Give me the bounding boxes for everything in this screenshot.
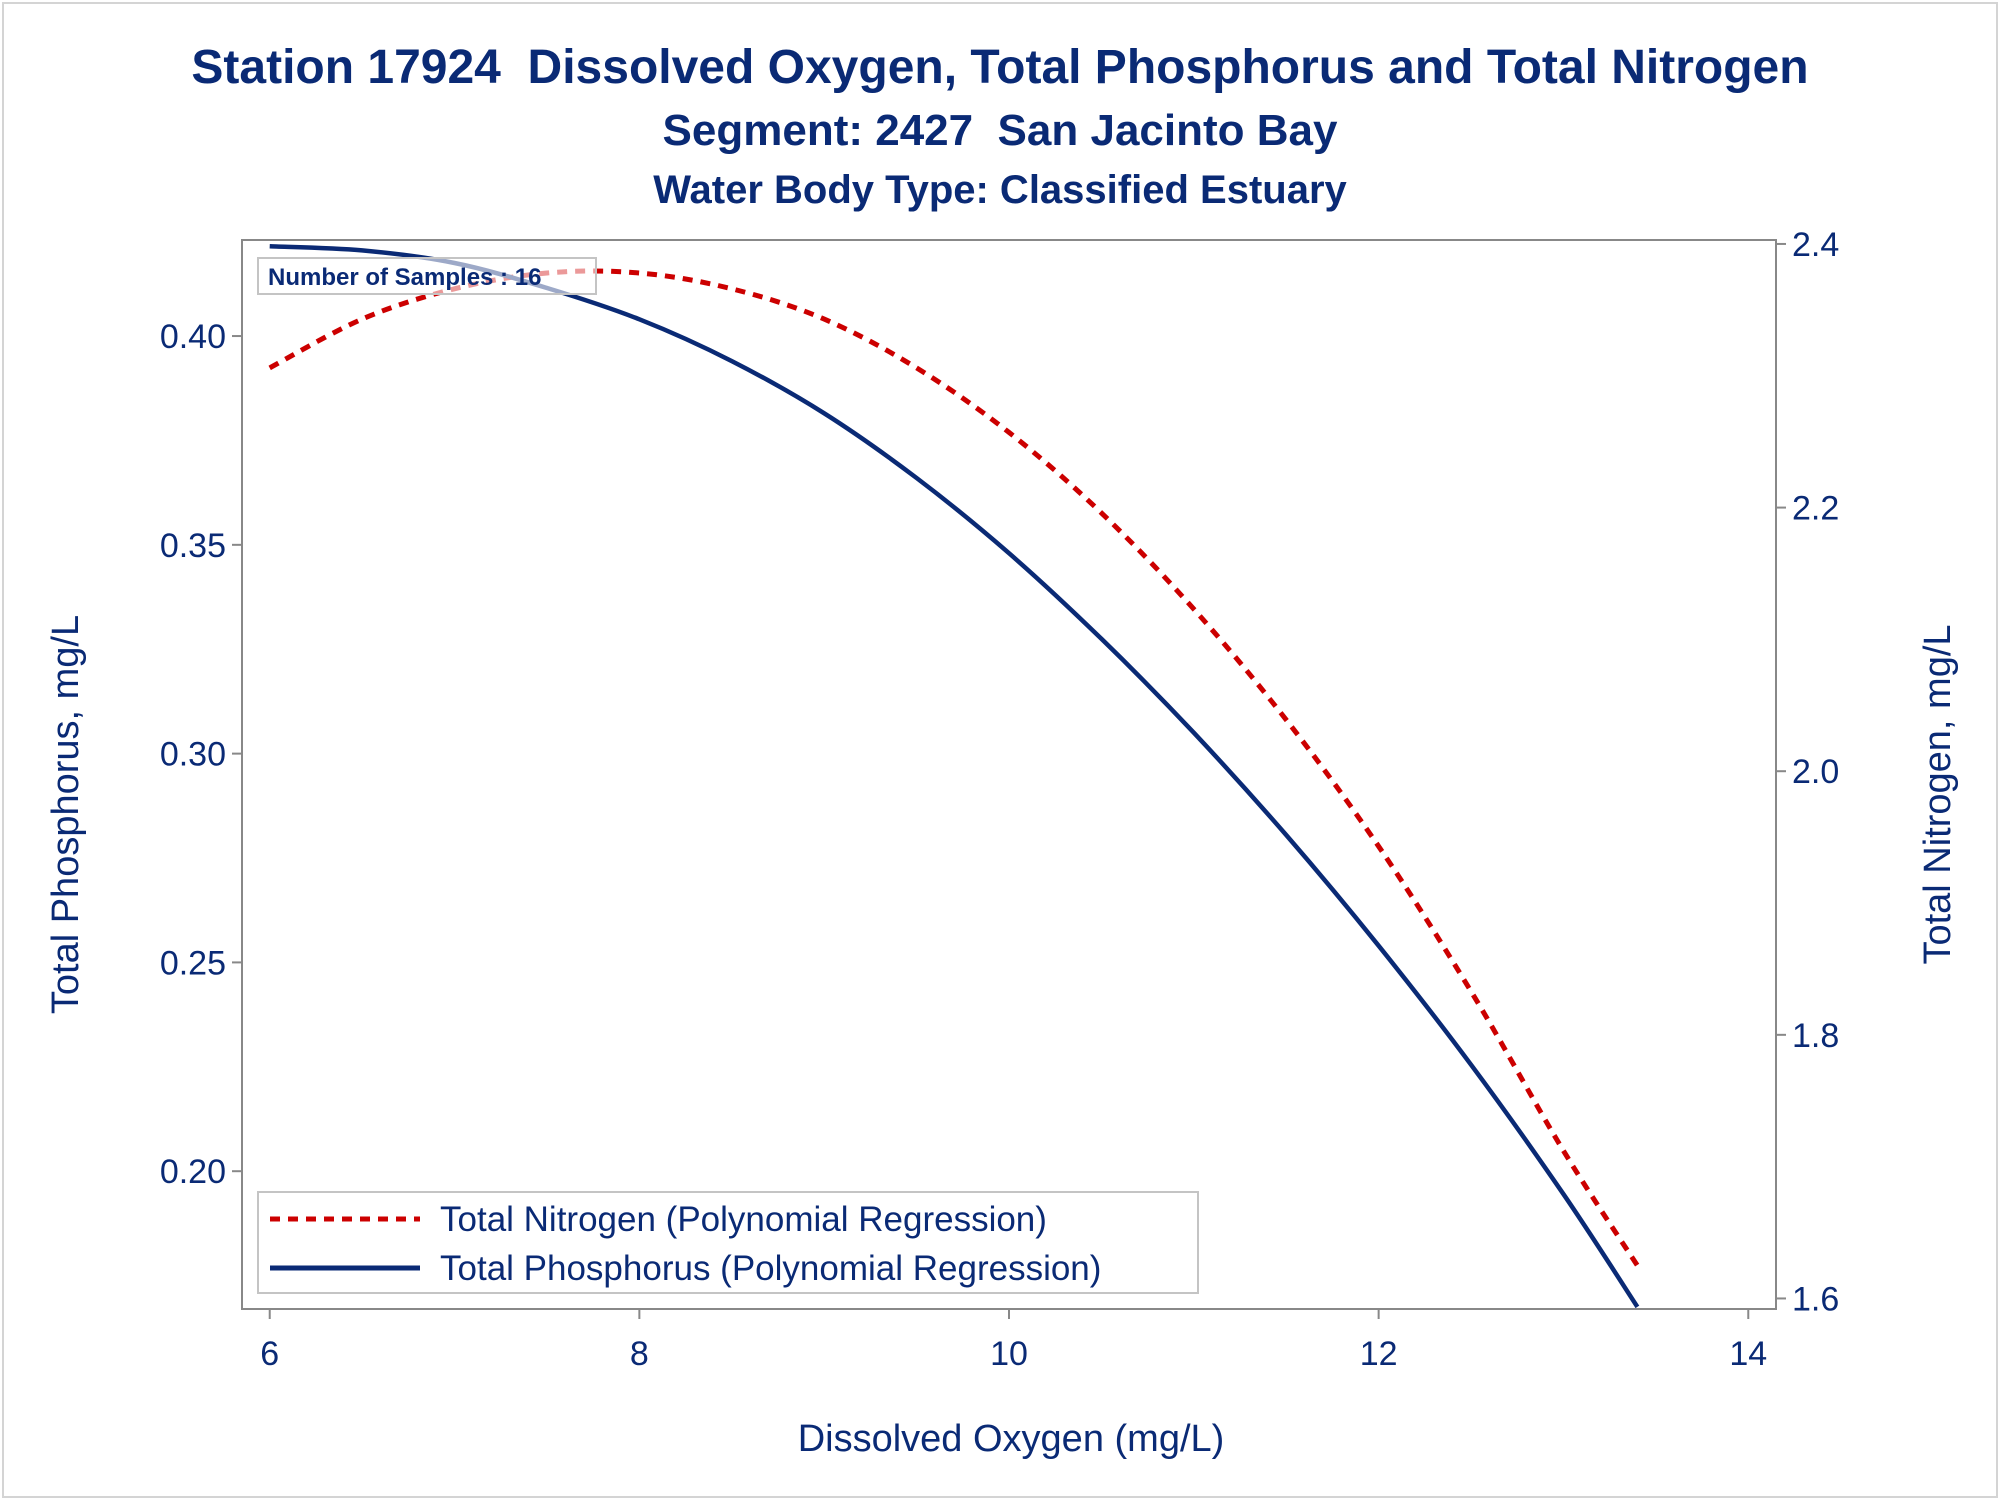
x-tick-label: 8 xyxy=(630,1335,649,1373)
y-right-tick-label: 1.8 xyxy=(1792,1017,1839,1055)
chart-subtitle-water-body: Water Body Type: Classified Estuary xyxy=(653,168,1347,212)
legend-label-nitrogen: Total Nitrogen (Polynomial Regression) xyxy=(440,1200,1047,1239)
x-tick-label: 12 xyxy=(1360,1335,1398,1373)
chart-title: Station 17924 Dissolved Oxygen, Total Ph… xyxy=(191,41,1809,94)
sample-count-frame xyxy=(257,257,597,295)
y-right-tick-label: 2.4 xyxy=(1792,226,1839,264)
y-left-tick-label: 0.20 xyxy=(160,1153,226,1191)
axis-ticks: 6 8 10 12 14 0.20 0.25 0.30 0.35 0.40 1.6 1.8 2.0 2.2… xyxy=(160,226,1839,1373)
series-lines xyxy=(268,244,1640,1309)
plot-area xyxy=(241,239,1777,1310)
series-line-phosphorus xyxy=(269,244,1640,1309)
sample-count-label: Number of Samples : 16 xyxy=(268,264,541,291)
y-right-tick-label: 1.6 xyxy=(1792,1280,1839,1318)
y-right-tick-label: 2.0 xyxy=(1792,753,1839,791)
y-left-tick-label: 0.35 xyxy=(160,527,226,565)
sample-count-box: Number of Samples : 16 xyxy=(257,257,597,295)
y-axis-left-label: Total Phosphorus, mg/L xyxy=(45,615,87,1014)
y-axis-right-label: Total Nitrogen, mg/L xyxy=(1917,624,1959,964)
x-tick-label: 10 xyxy=(990,1335,1028,1373)
legend-frame xyxy=(257,1191,1199,1294)
legend: Total Nitrogen (Polynomial Regression) T… xyxy=(257,1191,1199,1294)
y-right-tick-label: 2.2 xyxy=(1792,490,1839,528)
y-left-tick-label: 0.25 xyxy=(160,944,226,982)
y-left-tick-label: 0.40 xyxy=(160,318,226,356)
chart-subtitle-segment: Segment: 2427 San Jacinto Bay xyxy=(662,106,1338,155)
y-left-tick-label: 0.30 xyxy=(160,736,226,774)
x-axis-label: Dissolved Oxygen (mg/L) xyxy=(798,1418,1225,1460)
series-line-nitrogen xyxy=(268,268,1640,1267)
legend-label-phosphorus: Total Phosphorus (Polynomial Regression) xyxy=(440,1249,1101,1288)
x-tick-label: 14 xyxy=(1729,1335,1767,1373)
x-tick-label: 6 xyxy=(260,1335,279,1373)
